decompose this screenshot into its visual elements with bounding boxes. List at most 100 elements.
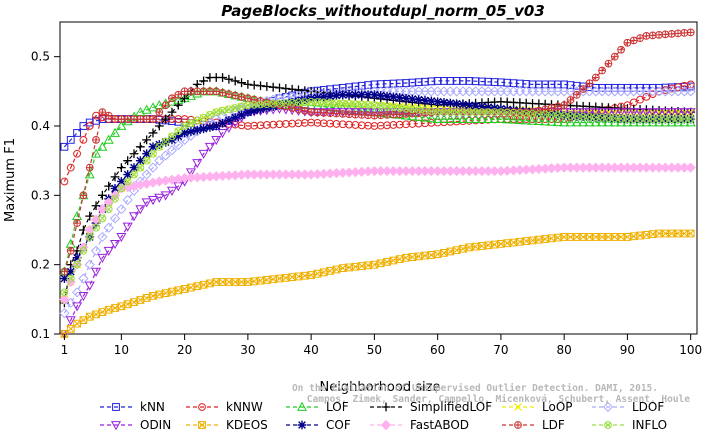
series-point xyxy=(611,53,619,61)
series-point xyxy=(485,109,491,115)
series-point xyxy=(71,287,83,298)
series-point xyxy=(307,271,316,279)
series-point xyxy=(256,104,265,114)
x-tick-label: 90 xyxy=(620,343,635,357)
series-point xyxy=(604,59,613,68)
series-point xyxy=(124,178,131,185)
legend-label: LDOF xyxy=(632,400,664,414)
series-point xyxy=(584,117,595,127)
series-point xyxy=(383,111,391,119)
series-point xyxy=(321,99,327,106)
series-point xyxy=(599,114,605,121)
series-point xyxy=(174,91,182,99)
watermark-line-1: Campos, Zimek, Sander, Campello, Micenko… xyxy=(307,394,690,405)
legend-label: INFLO xyxy=(632,418,667,432)
series-point xyxy=(155,108,164,117)
series-point xyxy=(288,273,297,282)
series-point xyxy=(154,155,165,166)
series-point xyxy=(483,113,494,123)
series-point xyxy=(415,107,422,113)
x-tick-label: 60 xyxy=(430,343,445,357)
series-point xyxy=(381,402,391,412)
series-point xyxy=(130,115,138,123)
series-point xyxy=(630,37,638,44)
series-point xyxy=(358,111,366,119)
series-point xyxy=(584,108,595,118)
series-point xyxy=(136,163,145,172)
series-point xyxy=(573,91,581,99)
series-line xyxy=(63,31,691,272)
series-point xyxy=(636,34,644,42)
series-point xyxy=(571,117,582,127)
series-point xyxy=(123,300,132,309)
series-point xyxy=(97,231,108,243)
series-point xyxy=(314,99,321,105)
series-point xyxy=(445,113,456,123)
series-point xyxy=(98,108,107,117)
series-point xyxy=(616,108,627,118)
series-point xyxy=(631,116,637,122)
series-point xyxy=(130,170,138,179)
series-point xyxy=(251,102,257,108)
watermark: On the Evaluation of Unsupervised Outlie… xyxy=(292,383,690,405)
series-point xyxy=(433,250,442,259)
series-point xyxy=(103,246,114,257)
series-point xyxy=(624,116,631,122)
series-point xyxy=(137,164,144,171)
series-point xyxy=(586,79,593,87)
series-point xyxy=(149,291,157,300)
series-point xyxy=(497,239,505,248)
series-point xyxy=(359,101,365,108)
series-point xyxy=(369,90,379,100)
series-point xyxy=(111,194,119,203)
series-point xyxy=(128,212,140,222)
series-point xyxy=(483,102,493,112)
series-point xyxy=(414,252,423,261)
series-point xyxy=(617,45,625,54)
series-point xyxy=(68,275,74,282)
series-point xyxy=(685,162,696,173)
series-point xyxy=(609,108,620,118)
series-line xyxy=(63,108,691,335)
series-point xyxy=(194,117,201,124)
series-point xyxy=(357,262,366,270)
series-point xyxy=(495,113,506,123)
series-point xyxy=(162,101,170,109)
legend-label: kNN xyxy=(140,400,165,414)
series-point xyxy=(281,273,290,282)
series-point xyxy=(129,163,139,172)
series-point xyxy=(647,108,658,118)
series-point xyxy=(294,96,303,106)
series-point xyxy=(117,115,125,123)
series-point xyxy=(560,101,569,110)
series-point xyxy=(502,114,513,124)
series-point xyxy=(414,95,424,105)
series-point xyxy=(135,142,145,152)
series-point xyxy=(541,235,550,243)
y-tick-label: 0.3 xyxy=(31,188,50,202)
series-point xyxy=(388,92,398,102)
y-tick-label: 0.4 xyxy=(31,119,50,133)
series-point xyxy=(527,115,538,125)
y-tick-label: 0.2 xyxy=(31,258,50,272)
series-point xyxy=(635,108,646,118)
series-point xyxy=(465,243,474,252)
series-point xyxy=(371,102,378,108)
legend-item-knn: kNN xyxy=(100,400,165,414)
series-point xyxy=(571,108,582,118)
series-point xyxy=(491,109,498,115)
series-point xyxy=(377,111,385,119)
series-point xyxy=(401,93,411,103)
series-point xyxy=(161,137,170,146)
series-point xyxy=(66,163,75,172)
series-point xyxy=(514,421,522,429)
series-point xyxy=(173,100,183,110)
series-point xyxy=(363,90,373,100)
series-point xyxy=(338,264,347,273)
series-point xyxy=(219,108,226,114)
series-point xyxy=(186,127,196,136)
series-point xyxy=(296,401,308,411)
series-point xyxy=(85,211,95,221)
series-point xyxy=(446,247,455,256)
series-point xyxy=(116,120,127,130)
